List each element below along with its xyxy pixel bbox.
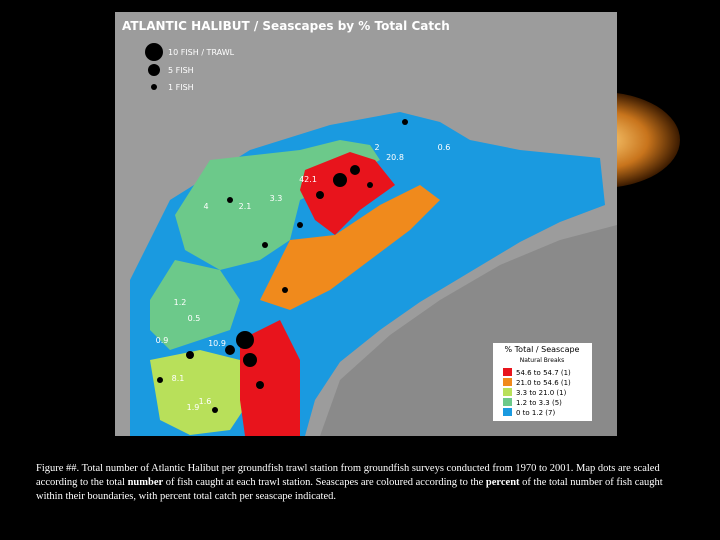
dot-legend-symbol [145, 43, 163, 61]
seascape-label: 0.9 [156, 336, 169, 345]
catch-dots [157, 119, 408, 413]
seascape-label: 3.3 [270, 194, 283, 203]
caption-text: of the total number of fish caught withi… [36, 477, 663, 502]
dot-legend-symbol [148, 64, 160, 76]
seascape-label: 0.5 [188, 314, 201, 323]
seascape-label: 1.9 [187, 403, 200, 412]
caption: Figure ##. Total number of Atlantic Hali… [36, 462, 684, 504]
seascape-label: 2.1 [239, 202, 252, 211]
seascape [260, 185, 440, 310]
legend-label: 3.3 to 21.0 (1) [516, 389, 567, 397]
seascape-label: 4 [203, 202, 208, 211]
seascape-label: 1.2 [174, 298, 187, 307]
seascape [150, 350, 250, 435]
legend-label: 21.0 to 54.6 (1) [516, 379, 571, 387]
seascape [240, 320, 300, 436]
caption-text: percent [485, 477, 520, 488]
dot-legend-symbol [151, 84, 157, 90]
caption-text: number [127, 477, 164, 488]
legend-swatch [503, 408, 512, 416]
legend-swatch [503, 398, 512, 406]
seascape-label: 0.6 [438, 143, 451, 152]
legend-swatch [503, 378, 512, 386]
legend-swatch [503, 388, 512, 396]
legend-subtitle: Natural Breaks [520, 357, 564, 364]
legend-label: 1.2 to 3.3 (5) [516, 399, 562, 407]
seascape-label: 2 [374, 143, 379, 152]
legend-label: 54.6 to 54.7 (1) [516, 369, 571, 377]
dot-legend-label: 1 FISH [168, 83, 194, 92]
seascape-label: 8.1 [172, 374, 185, 383]
dot-legend-label: 10 FISH / TRAWL [168, 48, 235, 57]
legend-swatch [503, 368, 512, 376]
seascape-label: 42.1 [299, 175, 317, 184]
legend-label: 0 to 1.2 (7) [516, 409, 555, 417]
caption-text: of fish caught at each trawl station. Se… [163, 477, 486, 488]
seascape-label: 1.6 [199, 397, 212, 406]
map-title: ATLANTIC HALIBUT / Seascapes by % Total … [122, 19, 450, 33]
caption-text: Figure ##. Total number of Atlantic Hali… [36, 463, 660, 488]
legend-title: % Total / Seascape [505, 345, 580, 354]
seascape [150, 260, 240, 350]
dot-legend-label: 5 FISH [168, 66, 194, 75]
seascape-label: 10.9 [208, 339, 226, 348]
seascape [300, 152, 395, 235]
seascape-label: 20.8 [386, 153, 404, 162]
